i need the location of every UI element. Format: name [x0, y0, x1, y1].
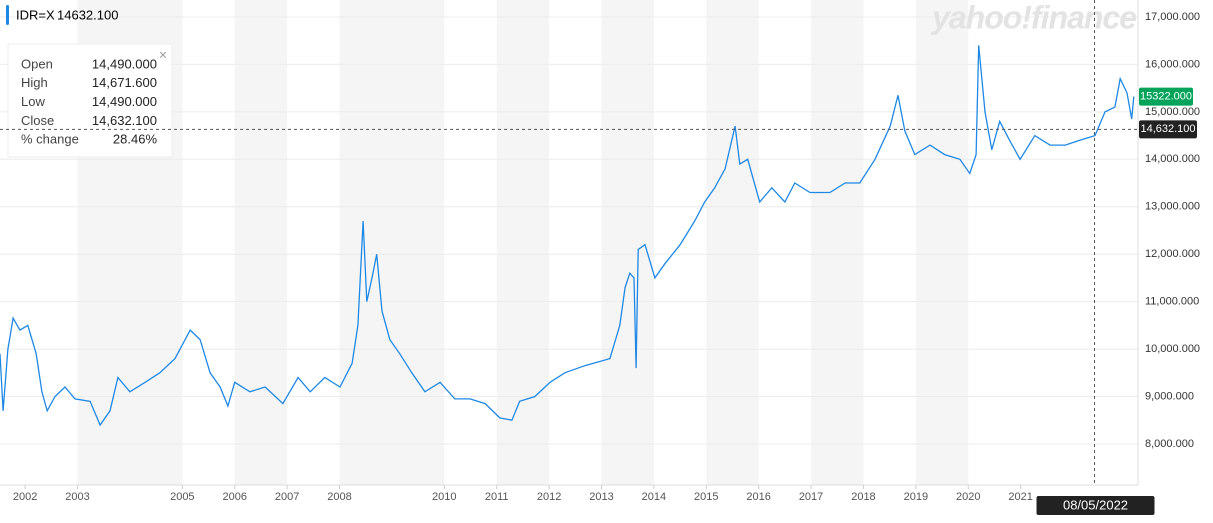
x-tick-label: 2002: [13, 491, 37, 503]
tooltip-value: 14,490.000: [92, 94, 157, 109]
tooltip-label: % change: [21, 132, 79, 147]
symbol: IDR=X: [16, 7, 55, 22]
tooltip-label: Open: [21, 56, 53, 71]
x-tick-label: 2014: [642, 491, 666, 503]
current-price: 15322.000: [1140, 90, 1192, 102]
x-tick-label: 2012: [537, 491, 561, 503]
year-band: [601, 0, 654, 485]
x-tick-label: 2018: [851, 491, 875, 503]
x-tick-label: 2006: [222, 491, 246, 503]
x-tick-label: 2003: [65, 491, 89, 503]
y-tick-label: 12,000.000: [1145, 248, 1200, 260]
crosshair-date: 08/05/2022: [1063, 497, 1128, 512]
tooltip-value: 14,671.600: [92, 75, 157, 90]
symbol-marker: [6, 5, 9, 25]
tooltip-box: [7, 43, 173, 158]
brand-logo: yahoo!finance: [930, 0, 1136, 35]
grid: [0, 16, 1138, 445]
x-tick-label: 2008: [327, 491, 351, 503]
tooltip-label: Low: [21, 94, 45, 109]
tooltip-label: Close: [21, 113, 54, 128]
current-price-badge: [1139, 87, 1193, 106]
y-tick-label: 11,000.000: [1145, 296, 1199, 308]
y-tick-label: 15,000.000: [1145, 106, 1200, 118]
crosshair-price: 14,632.100: [1140, 123, 1195, 135]
y-tick-label: 10,000.000: [1145, 343, 1200, 355]
tooltip-value: 28.46%: [113, 132, 158, 147]
x-tick-label: 2005: [170, 491, 194, 503]
tooltip-label: High: [21, 75, 48, 90]
x-tick-label: 2007: [275, 491, 299, 503]
year-band: [234, 0, 288, 485]
x-tick-label: 2020: [956, 491, 980, 503]
crosshair-date-badge: [1036, 496, 1155, 515]
y-tick-label: 9,000.000: [1145, 390, 1194, 402]
year-bands: [77, 0, 969, 485]
x-tick-label: 2013: [589, 491, 613, 503]
x-tick-label: 2017: [799, 491, 823, 503]
tooltip-value: 14,632.100: [92, 113, 157, 128]
plot: [0, 45, 1135, 427]
year-band: [706, 0, 759, 485]
x-tick-label: 2016: [746, 491, 770, 503]
tooltip: × Open 14,490.000 High 14,671.600 Low 14,490.…: [7, 43, 173, 158]
price-line: [0, 45, 1135, 427]
year-band: [496, 0, 550, 485]
year-band: [915, 0, 969, 485]
x-tick-label: 2021: [1008, 491, 1032, 503]
x-tick-label: 2010: [432, 491, 456, 503]
quote-price: 14632.100: [57, 7, 118, 22]
y-tick-label: 17,000.000: [1145, 11, 1200, 23]
tooltip-close[interactable]: ×: [159, 47, 167, 63]
year-band: [339, 0, 445, 485]
year-band: [811, 0, 864, 485]
tooltip-value: 14,490.000: [92, 56, 157, 71]
y-tick-label: 14,000.000: [1145, 153, 1200, 165]
y-tick-label: 16,000.000: [1145, 58, 1200, 70]
x-tick-label: 2011: [485, 491, 509, 503]
y-tick-label: 13,000.000: [1145, 201, 1200, 213]
y-tick-label: 8,000.000: [1145, 438, 1194, 450]
x-tick-label: 2019: [904, 491, 928, 503]
crosshair-price-badge: [1139, 120, 1197, 139]
x-tick-label: 2015: [694, 491, 718, 503]
